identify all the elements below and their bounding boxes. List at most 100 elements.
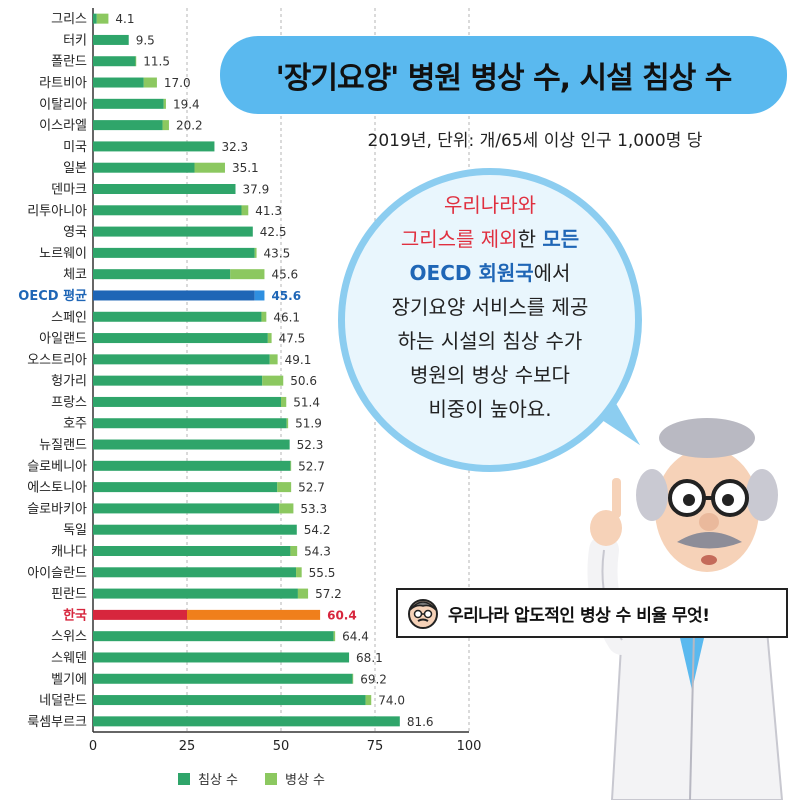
bar-hospital (187, 609, 321, 620)
category-label: 뉴질랜드 (39, 438, 87, 453)
bar-bed (93, 311, 262, 322)
bubble-line-4: 장기요양 서비스를 제공 (391, 295, 589, 319)
category-label: 벨기에 (51, 672, 87, 687)
bar-bed (93, 375, 263, 386)
bar-hospital (269, 354, 278, 365)
data-label: 17.0 (164, 76, 191, 90)
bar-hospital (261, 311, 267, 322)
bubble-line-6: 병원의 병상 수보다 (410, 363, 570, 387)
bar-bed (93, 247, 255, 258)
data-label: 46.1 (273, 310, 300, 324)
bar-hospital (279, 503, 294, 514)
bar-hospital (143, 77, 157, 88)
bar-bed (93, 120, 163, 131)
bar-hospital (290, 546, 298, 556)
category-label: 호주 (63, 417, 87, 432)
legend-label-hospital: 병상 수 (285, 773, 325, 788)
category-label: 슬로바키아 (27, 502, 87, 517)
bubble-line-2a: 그리스를 제외 (400, 227, 518, 251)
data-label: 69.2 (360, 672, 387, 686)
data-label: 41.3 (255, 204, 282, 218)
bar-bed (93, 354, 270, 365)
bar-bed (93, 482, 278, 493)
bubble-line-2c: 모든 (542, 227, 580, 251)
legend-label-bed: 침상 수 (198, 773, 238, 788)
bar-bed (93, 269, 231, 280)
bar-bed (93, 695, 366, 706)
bar-hospital (163, 98, 166, 109)
bar-bed (93, 631, 334, 642)
data-label: 19.4 (173, 97, 200, 111)
bar-bed (93, 13, 97, 24)
x-tick-label: 25 (179, 739, 196, 754)
bar-bed (93, 652, 350, 663)
category-label: 라트비아 (39, 76, 87, 91)
category-label: 독일 (63, 523, 87, 538)
bubble-line-5: 하는 시설의 침상 수가 (397, 329, 583, 353)
data-label: 54.2 (304, 523, 331, 537)
category-label: 영국 (63, 225, 87, 240)
x-tick-label: 100 (457, 739, 482, 754)
data-label: 9.5 (136, 33, 155, 47)
data-label: 52.7 (298, 459, 325, 473)
category-label: 헝가리 (51, 374, 87, 389)
category-label: 에스토니아 (27, 481, 87, 496)
category-label: 노르웨이 (39, 246, 87, 261)
category-label: 네덜란드 (39, 694, 87, 709)
bar-hospital (333, 631, 336, 642)
x-tick-label: 75 (367, 739, 384, 754)
category-label: 일본 (63, 161, 87, 176)
category-label: 스웨덴 (51, 651, 87, 666)
bar-bed (93, 439, 290, 450)
bar-bed (93, 716, 400, 727)
category-label: 스페인 (51, 310, 87, 325)
data-label: 74.0 (378, 694, 405, 708)
data-label: 57.2 (315, 587, 342, 601)
bar-bed (93, 34, 129, 45)
data-label: 54.3 (304, 545, 331, 559)
bar-bed (93, 503, 280, 514)
bar-hospital (254, 290, 265, 301)
bar-hospital (254, 247, 257, 258)
category-label: 터키 (63, 33, 87, 48)
category-label: 미국 (63, 140, 87, 155)
data-label: 68.1 (356, 651, 383, 665)
data-label: 45.6 (271, 268, 298, 282)
data-label: 35.1 (232, 161, 259, 175)
bubble-line-7: 비중이 높아요. (428, 397, 552, 421)
chart-title: '장기요양' 병원 병상 수, 시설 침상 수 (220, 36, 787, 114)
category-label: 룩셈부르크 (27, 715, 87, 730)
category-label: OECD 평균 (18, 288, 87, 304)
category-label: 프랑스 (51, 395, 87, 410)
bar-hospital (162, 120, 169, 131)
bar-bed (93, 56, 136, 67)
category-label: 아일랜드 (39, 332, 87, 347)
bar-hospital (281, 396, 287, 407)
data-label: 55.5 (309, 566, 336, 580)
bar-hospital (194, 162, 225, 173)
bar-hospital (135, 56, 137, 67)
data-label: 64.4 (342, 630, 369, 644)
bar-bed (93, 609, 187, 620)
bar-bed (93, 460, 291, 471)
bar-hospital (241, 205, 249, 216)
bar-bed (93, 546, 291, 556)
bar-hospital (277, 482, 292, 493)
bar-hospital (96, 13, 109, 24)
bar-bed (93, 205, 242, 216)
data-label: 37.9 (243, 183, 270, 197)
bar-bed (93, 418, 287, 429)
data-label: 52.7 (298, 481, 325, 495)
data-label: 45.6 (271, 289, 301, 303)
bar-bed (93, 567, 297, 578)
face-icon (408, 599, 438, 629)
data-label: 11.5 (143, 55, 170, 69)
category-label: 핀란드 (51, 587, 87, 602)
bar-bed (93, 290, 255, 301)
category-label: 아이슬란드 (27, 566, 87, 581)
bar-bed (93, 184, 236, 194)
bar-bed (93, 396, 281, 407)
bar-bed (93, 77, 144, 88)
speech-bubble-text: 우리나라와 그리스를 제외한 모든 OECD 회원국에서 장기요양 서비스를 제… (338, 188, 642, 426)
